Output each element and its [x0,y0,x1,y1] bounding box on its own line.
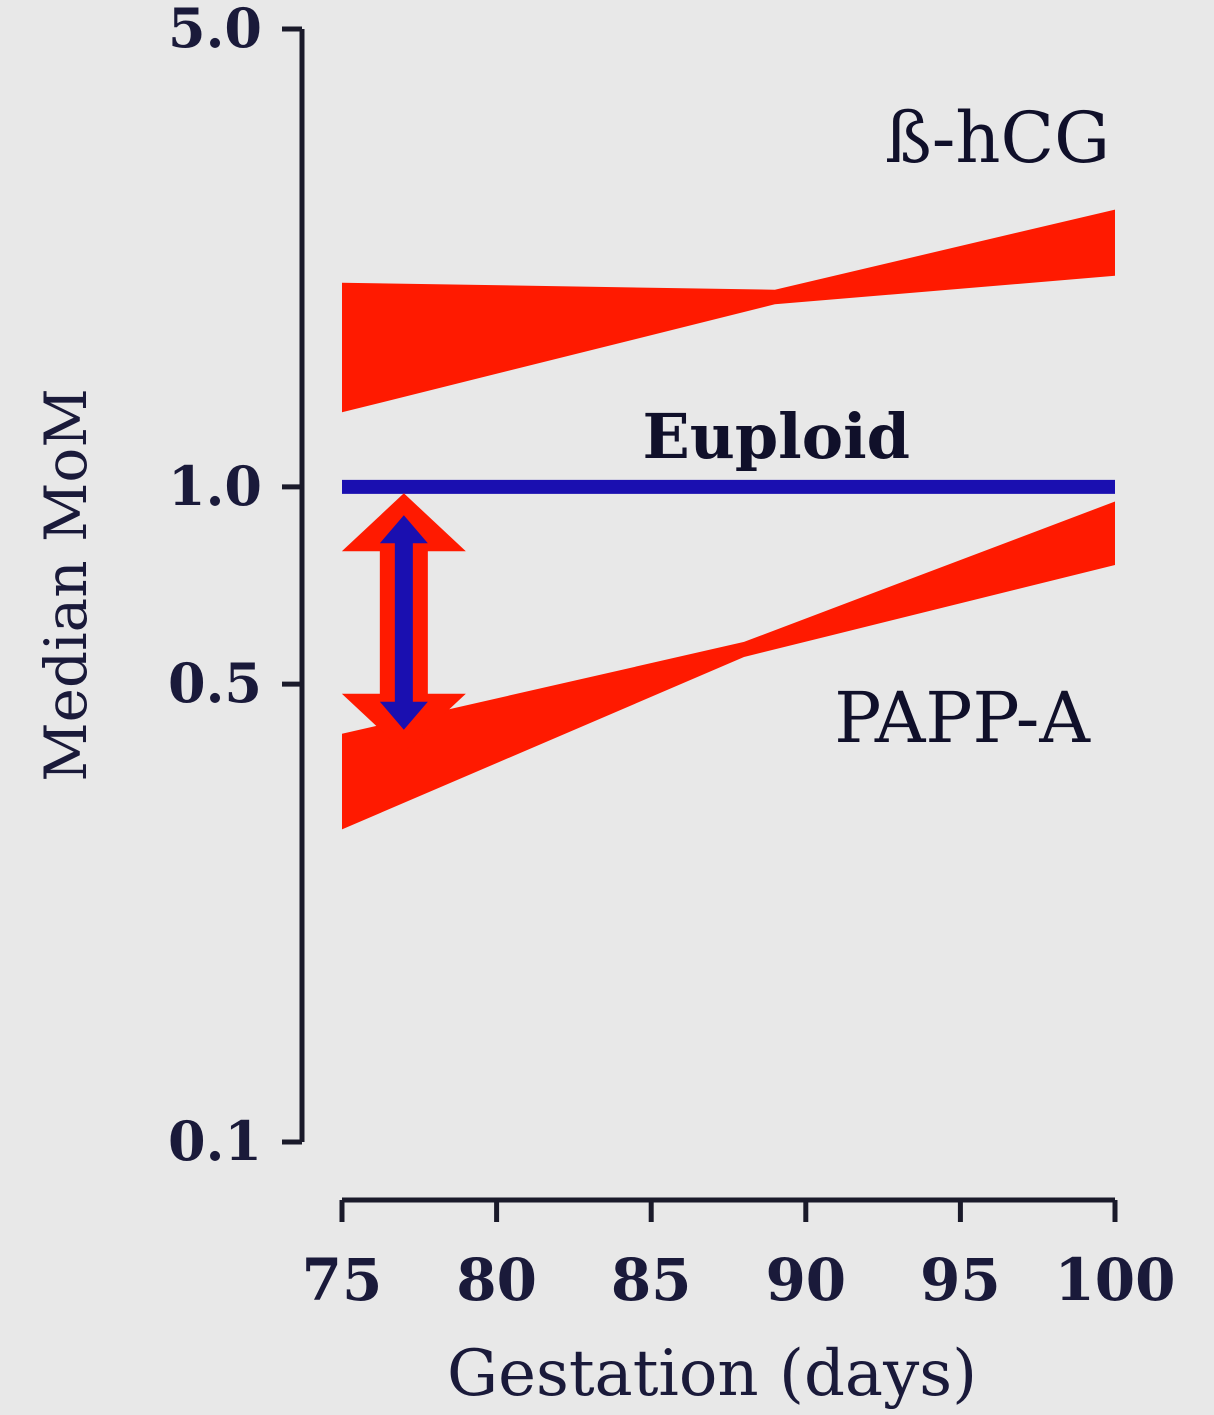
y-tick-label: 0.5 [168,651,262,715]
ticks-layer: 0.1 0.5 1.0 5.0 75 80 85 90 95 100 [168,0,1175,1314]
x-tick-label: 100 [1054,1246,1175,1314]
labels-layer: Gestation (days) Median MoM ß-hCG Euploid… [32,97,1110,1411]
x-tick-label: 95 [920,1246,1001,1314]
y-tick-label: 0.1 [168,1109,262,1173]
hcg-label: ß-hCG [885,97,1110,179]
x-tick-label: 85 [611,1246,692,1314]
euploid-label: Euploid [643,400,911,473]
papp-a-band [342,501,1115,830]
y-tick-label: 5.0 [168,0,262,60]
papp-a-label: PAPP-A [834,677,1091,759]
x-tick-label: 90 [765,1246,846,1314]
axes-layer [299,29,1115,1203]
y-tick-label: 1.0 [168,454,262,518]
annotation-layer [341,493,466,752]
y-axis-title: Median MoM [32,388,100,781]
x-axis-title: Gestation (days) [447,1337,977,1411]
hcg-band [342,209,1115,413]
x-tick-label: 80 [456,1246,537,1314]
x-tick-label: 75 [302,1246,383,1314]
bands-layer [342,209,1115,830]
double-arrow-core [379,515,428,730]
